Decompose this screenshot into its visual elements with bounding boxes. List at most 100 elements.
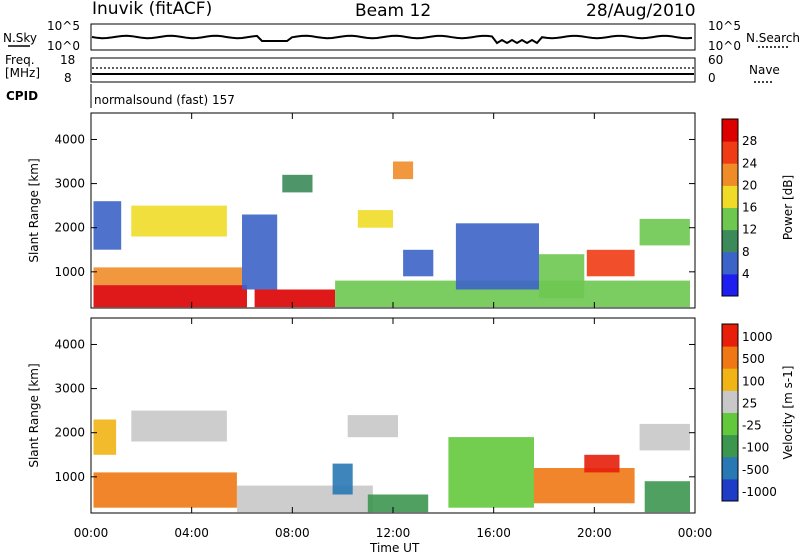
freq-panel: Freq. [MHz] 18 8 60 0 Nave [5,53,780,85]
y-tick-label: 2000 [54,221,85,235]
data-cell [282,174,313,193]
colorbar-tick-label: 500 [742,352,765,366]
colorbar-tick-label: 1000 [742,330,773,344]
x-tick-label: 20:00 [577,526,612,540]
colorbar-swatch [722,478,738,502]
beam-title: Beam 12 [355,1,431,21]
freq-frame [90,57,696,83]
freq-unit-label: [MHz] [5,66,40,80]
data-cell [347,415,398,438]
colorbar-tick-label: 24 [742,156,757,170]
nsky-trace [91,34,693,45]
data-cell [455,223,539,290]
y-tick-label: 3000 [54,382,85,396]
colorbar-swatch [722,324,738,347]
date-title: 28/Aug/2010 [586,1,696,21]
y-axis-label: Slant Range [km] [27,363,41,467]
y-tick-label: 1000 [54,265,85,279]
colorbar-swatch [722,456,738,480]
x-tick-label: 00:00 [74,526,109,540]
colorbar: 1000 500 100 25 -25 -100 -500 -1000 Velocity [m … [721,323,795,502]
data-cell [367,494,429,513]
colorbar-tick-label: 8 [742,245,750,259]
colorbar-swatch [722,163,738,186]
colorbar-tick-label: 28 [742,134,757,148]
y-tick-label: 4000 [54,337,85,351]
data-cell [586,249,635,277]
y-tick-label: 4000 [54,132,85,146]
nsearch-tick-top: 10^5 [708,19,741,33]
colorbar-swatch [722,273,738,297]
freq-tick-bottom: 8 [64,71,72,85]
colorbar-tick-label: 12 [742,223,757,237]
colorbar-tick-label: 4 [742,267,750,281]
x-tick-label: 16:00 [476,526,511,540]
data-regions [93,161,690,308]
data-cell [242,214,278,290]
colorbar-swatch [722,207,738,231]
nsky-tick-bottom: 10^0 [47,39,80,53]
data-cell [254,289,336,308]
data-cell [639,218,690,246]
colorbar-swatch [722,346,738,369]
data-cell [393,161,414,180]
colorbar-swatch [722,390,738,413]
data-cell [93,267,242,285]
data-cell [533,468,635,504]
colorbar-swatch [722,119,738,142]
data-cell [93,419,117,455]
colorbar-tick-label: -1000 [742,485,777,499]
data-cell [131,410,227,442]
colorbar-tick-label: -500 [742,463,769,477]
x-tick-label: 12:00 [376,526,411,540]
data-cell [639,423,690,451]
nsky-tick-top: 10^5 [47,19,80,33]
data-cell [93,285,247,308]
colorbar-swatch [722,412,738,436]
data-regions [93,410,690,513]
cpid-label: CPID [6,89,38,103]
colorbar-label: Velocity [m s-1] [781,366,795,460]
x-tick-label: 00:00 [678,526,713,540]
x-axis-label: Time UT [369,541,420,554]
nsky-panel: N.Sky 10^5 10^0 10^5 10^0 N.Search [3,19,800,53]
colorbar: 4 8 12 16 20 24 28 Power [dB] [721,118,795,297]
nsearch-tick-bottom: 10^0 [708,39,741,53]
data-cell [357,210,393,228]
nsearch-label: N.Search [746,31,800,45]
cpid-text: normalsound (fast) 157 [94,93,235,107]
colorbar-swatch [722,434,738,458]
colorbar-swatch [722,251,738,275]
data-cell [403,249,434,277]
colorbar-frame [721,118,739,297]
colorbar-swatch [722,368,738,391]
colorbar-tick-label: 20 [742,178,757,192]
colorbar-tick-label: 100 [742,374,765,388]
y-tick-label: 1000 [54,470,85,484]
colorbar-tick-label: 25 [742,396,757,410]
y-tick-label: 3000 [54,177,85,191]
nave-tick-bottom: 0 [708,71,716,85]
nsky-frame [90,23,696,51]
colorbar-swatch [722,229,738,253]
colorbar-frame [721,323,739,502]
data-cell [93,472,237,508]
velocity-panel: 1000 2000 3000 4000 00:00 04:00 08:00 12:00 16:0… [27,317,795,540]
colorbar-tick-label: -100 [742,441,769,455]
data-cell [332,463,353,495]
colorbar-tick-label: 16 [742,201,757,215]
y-tick-label: 2000 [54,426,85,440]
freq-label: Freq. [5,53,35,67]
data-cell [93,201,122,250]
x-tick-label: 04:00 [174,526,209,540]
colorbar-swatch [722,141,738,164]
power-panel: 1000 2000 3000 4000 Slant Range [km] 4 8 12 16 20… [27,112,795,309]
data-cell [131,205,227,237]
colorbar-swatch [722,185,738,208]
station-title: Inuvik (fitACF) [92,0,212,19]
cpid-panel: CPID normalsound (fast) 157 [6,84,235,108]
nsky-label: N.Sky [3,31,37,45]
data-cell [539,254,585,299]
data-cell [584,454,620,473]
